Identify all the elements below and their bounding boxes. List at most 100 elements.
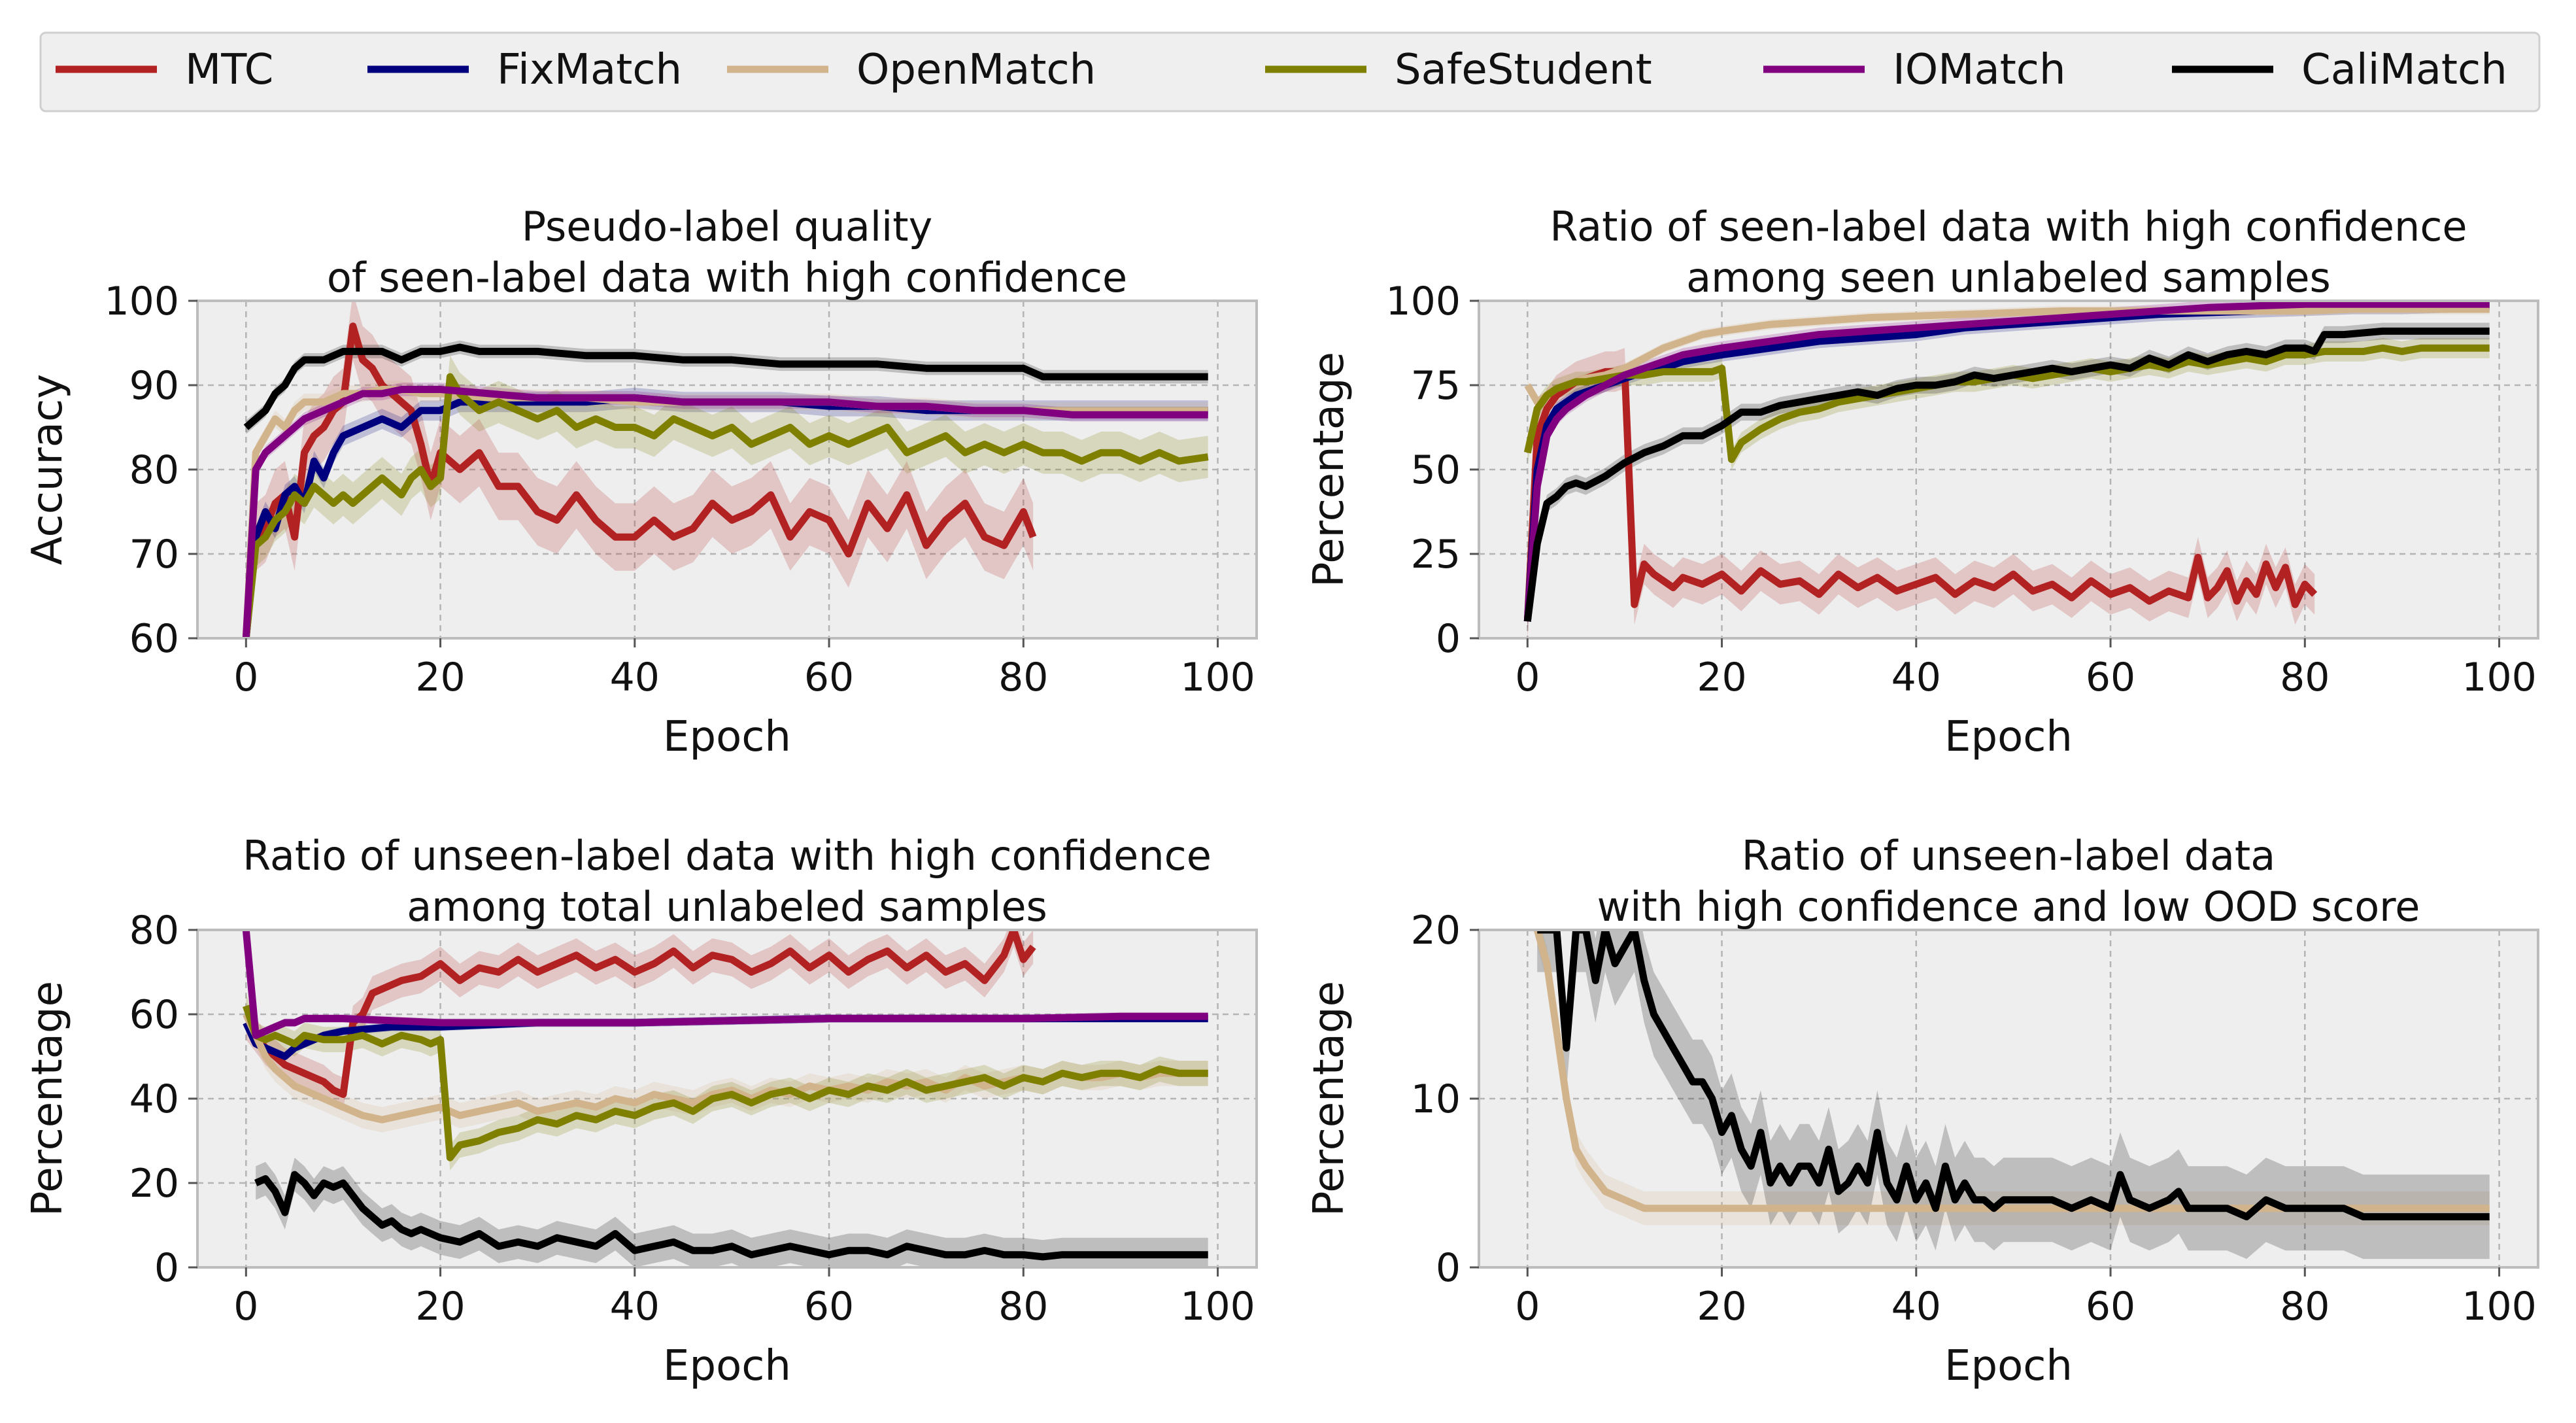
series-line-calimatch xyxy=(243,343,1208,430)
series-band-safestudent xyxy=(246,355,1208,638)
x-tick-label: 80 xyxy=(998,655,1048,700)
y-tick-label: 20 xyxy=(129,1161,179,1207)
x-tick-label: 40 xyxy=(1891,655,1941,700)
series-band-calimatch xyxy=(246,340,1208,434)
x-tick-label: 20 xyxy=(415,1284,465,1329)
series-line-safestudent xyxy=(242,373,1209,638)
series-band-openmatch xyxy=(1537,930,2490,1226)
series-line-mtc xyxy=(242,322,1037,638)
x-tick-label: 80 xyxy=(2280,1284,2330,1329)
x-tick-label: 60 xyxy=(2086,655,2135,700)
x-tick-label: 60 xyxy=(804,1284,854,1329)
x-tick-label: 0 xyxy=(1515,1284,1540,1329)
series-group xyxy=(242,930,1208,1267)
series-line-mtc xyxy=(243,930,1036,1098)
series-line-calimatch xyxy=(254,1171,1208,1261)
x-tick-label: 100 xyxy=(1180,655,1255,700)
y-tick-label: 10 xyxy=(1411,1076,1461,1122)
series-group xyxy=(1533,930,2490,1260)
x-tick-label: 40 xyxy=(610,1284,660,1329)
chart-title: Ratio of unseen-label data with high con… xyxy=(243,832,1212,931)
chart-title-line: among seen unlabeled samples xyxy=(1686,254,2331,301)
legend-item: MTC xyxy=(56,46,273,94)
x-tick-label: 100 xyxy=(2462,1284,2537,1329)
y-tick-label: 0 xyxy=(1436,616,1461,662)
y-tick-label: 60 xyxy=(129,616,179,662)
legend-label: IOMatch xyxy=(1893,46,2066,94)
y-tick-label: 50 xyxy=(1411,447,1461,493)
y-axis-label: Accuracy xyxy=(24,374,72,565)
legend-item: CaliMatch xyxy=(2172,46,2507,94)
chart-title: Ratio of unseen-label data with high conf… xyxy=(1597,832,2420,931)
y-axis-label: Percentage xyxy=(1305,981,1353,1216)
series-group xyxy=(1523,301,2490,638)
chart-title-line: Ratio of seen-label data with high confi… xyxy=(1550,203,2467,250)
series-line-iomatch xyxy=(242,386,1208,638)
series-line-calimatch xyxy=(1537,930,2490,1221)
chart-title: Pseudo-label quality of seen-label data w… xyxy=(327,203,1127,301)
y-tick-label: 20 xyxy=(1411,908,1461,953)
legend-label: SafeStudent xyxy=(1395,46,1652,94)
x-tick-label: 20 xyxy=(415,655,465,700)
series-line-iomatch xyxy=(1523,301,2490,622)
series-band-openmatch xyxy=(246,381,1208,638)
legend-label: MTC xyxy=(185,46,273,94)
chart-title-line: among total unlabeled samples xyxy=(407,883,1047,931)
y-tick-label: 25 xyxy=(1411,532,1461,577)
x-tick-label: 80 xyxy=(998,1284,1048,1329)
chart-title-line: with high confidence and low OOD score xyxy=(1597,883,2420,931)
y-tick-label: 100 xyxy=(104,279,179,324)
x-axis-label: Epoch xyxy=(663,1342,791,1390)
y-tick-label: 60 xyxy=(129,992,179,1038)
y-tick-label: 80 xyxy=(129,908,179,953)
chart-title-line: of seen-label data with high confidence xyxy=(327,254,1127,301)
legend-item: OpenMatch xyxy=(727,46,1096,94)
y-axis-label: Percentage xyxy=(24,981,72,1216)
y-tick-label: 40 xyxy=(129,1076,179,1122)
chart-title: Ratio of seen-label data with high confi… xyxy=(1550,203,2467,301)
legend-label: FixMatch xyxy=(497,46,682,94)
x-tick-label: 60 xyxy=(804,655,854,700)
x-tick-label: 0 xyxy=(233,1284,258,1329)
series-line-calimatch xyxy=(1523,327,2490,622)
legend-label: CaliMatch xyxy=(2301,46,2507,94)
legend-label: OpenMatch xyxy=(856,46,1096,94)
series-line-iomatch xyxy=(242,930,1208,1039)
series-group xyxy=(242,301,1209,638)
x-tick-label: 100 xyxy=(1180,1284,1255,1329)
legend: MTC FixMatch OpenMatch SafeStudent IOMatch Ca… xyxy=(39,31,2541,112)
legend-item: FixMatch xyxy=(367,46,682,94)
chart-panel-4: 0 20 40 60 80 100 0 10 20 Epoch Percentage Ratio of… xyxy=(1305,832,2539,1390)
chart-title-line: Pseudo-label quality xyxy=(522,203,933,250)
series-band-mtc xyxy=(246,930,1034,1112)
series-line-openmatch xyxy=(1533,930,2490,1212)
chart-title-line: Ratio of unseen-label data with high con… xyxy=(243,832,1212,880)
x-axis-label: Epoch xyxy=(663,713,791,761)
series-line-safestudent xyxy=(243,1004,1208,1161)
x-tick-label: 40 xyxy=(610,655,660,700)
chart-title-line: Ratio of unseen-label data xyxy=(1742,832,2276,880)
legend-item: SafeStudent xyxy=(1265,46,1652,94)
y-tick-label: 80 xyxy=(129,447,179,493)
chart-panel-3: 0 20 40 60 80 100 0 20 40 60 80 Epoch Percentage Rati… xyxy=(24,832,1258,1390)
y-axis-label: Percentage xyxy=(1305,352,1353,587)
x-tick-label: 0 xyxy=(233,655,258,700)
y-tick-label: 75 xyxy=(1411,363,1461,409)
x-tick-label: 80 xyxy=(2280,655,2330,700)
x-tick-label: 60 xyxy=(2086,1284,2135,1329)
series-band-mtc xyxy=(246,301,1034,638)
legend-item: IOMatch xyxy=(1763,46,2066,94)
x-axis-label: Epoch xyxy=(1944,713,2073,761)
chart-panel-2: 0 20 40 60 80 100 0 25 50 75 100 Epoch Percentage Rat… xyxy=(1305,203,2539,761)
x-tick-label: 20 xyxy=(1697,1284,1746,1329)
y-tick-label: 0 xyxy=(1436,1245,1461,1291)
y-tick-label: 100 xyxy=(1385,279,1461,324)
x-tick-label: 40 xyxy=(1891,1284,1941,1329)
x-axis-label: Epoch xyxy=(1944,1342,2073,1390)
y-tick-label: 70 xyxy=(129,532,179,577)
series-band-calimatch xyxy=(1527,322,2490,630)
x-tick-label: 20 xyxy=(1697,655,1746,700)
x-tick-label: 0 xyxy=(1515,655,1540,700)
chart-panel-1: 0 20 40 60 80 100 60 70 80 90 100 Epoch Accuracy Pseu… xyxy=(24,203,1258,761)
